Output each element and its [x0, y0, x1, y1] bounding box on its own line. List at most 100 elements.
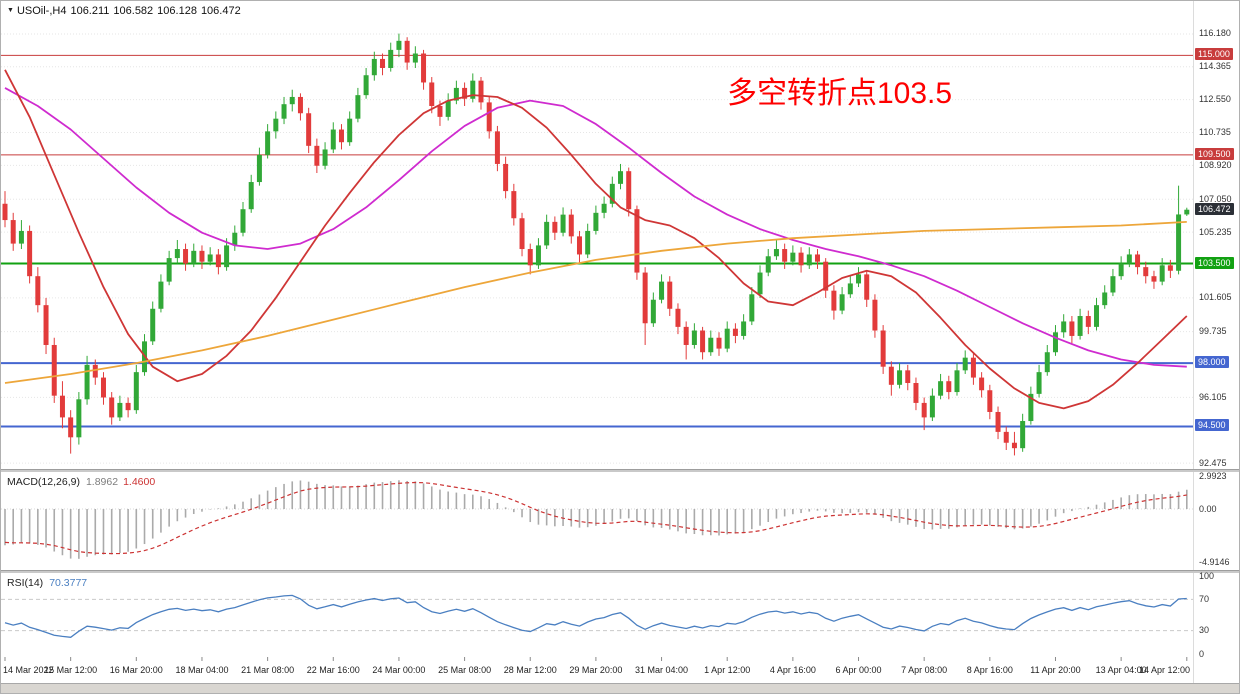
candle-body: [806, 254, 812, 266]
candle-body: [921, 402, 927, 418]
candle-body: [158, 281, 164, 309]
rsi-value: 70.3777: [49, 577, 88, 589]
price-axis[interactable]: 116.180 114.365 112.550 110.735 108.920 107.0…: [1193, 1, 1239, 683]
candle-body: [59, 395, 65, 418]
candle-body: [347, 118, 353, 143]
price-axis-label: 96.105: [1199, 391, 1227, 402]
symbol-timeframe-label: USOil-,H4: [16, 5, 67, 17]
candle-body: [92, 364, 98, 378]
rsi-name: RSI(14): [7, 577, 44, 589]
candle-body: [560, 214, 566, 233]
main-price-chart[interactable]: [1, 1, 1240, 469]
macd-name: MACD(12,26,9): [7, 476, 80, 488]
candle-body: [519, 218, 525, 250]
rsi-chart[interactable]: [1, 573, 1240, 657]
candle-body: [839, 294, 845, 311]
candle-body: [708, 337, 714, 353]
candle-body: [732, 328, 738, 336]
macd-axis-label: 0.00: [1199, 503, 1217, 514]
time-axis-label: 18 Mar 04:00: [175, 665, 228, 675]
candle-body: [109, 397, 115, 418]
ma-orange-line: [4, 221, 1187, 384]
time-axis-label: 7 Apr 08:00: [901, 665, 947, 675]
candle-body: [1118, 263, 1124, 277]
macd-chart[interactable]: [1, 472, 1240, 570]
ma-red-line: [4, 69, 1188, 410]
candle-body: [207, 254, 213, 262]
panel-splitter[interactable]: [1, 570, 1239, 573]
chart-annotation-text: 多空转折点103.5: [727, 77, 953, 110]
macd-main-value: 1.8962: [85, 476, 119, 488]
price-axis-label: 110.735: [1199, 127, 1231, 138]
candle-body: [314, 145, 320, 166]
price-level-badge: 98.000: [1195, 356, 1229, 369]
candle-body: [954, 370, 960, 393]
candle-body: [338, 129, 344, 143]
panel-splitter[interactable]: [1, 469, 1239, 472]
price-level-badge: 103.500: [1195, 256, 1234, 269]
price-level-badge: 109.500: [1195, 147, 1234, 160]
candle-body: [10, 220, 16, 244]
time-axis-label: 6 Apr 00:00: [835, 665, 881, 675]
candle-body: [478, 80, 484, 103]
time-axis-label: 24 Mar 00:00: [372, 665, 425, 675]
candle-body: [724, 328, 730, 349]
candle-body: [51, 344, 57, 396]
candle-body: [68, 417, 74, 438]
candle-body: [757, 272, 763, 295]
candle-body: [503, 163, 509, 192]
candle-body: [765, 256, 771, 273]
candle-body: [396, 40, 402, 50]
candle-body: [790, 252, 796, 262]
candle-body: [535, 245, 541, 266]
candle-body: [552, 221, 558, 233]
candle-body: [215, 254, 221, 268]
candle-body: [691, 330, 697, 345]
candle-body: [76, 399, 82, 438]
candle-body: [527, 249, 533, 266]
price-axis-label: 108.920: [1199, 159, 1232, 170]
candle-body: [429, 82, 435, 107]
candle-body: [306, 113, 312, 146]
candle-body: [568, 214, 574, 237]
axis-separator: [1193, 1, 1194, 683]
candle-body: [741, 321, 747, 336]
candle-body: [166, 258, 172, 282]
candle-body: [683, 326, 689, 345]
price-level-badge: 94.500: [1195, 419, 1229, 432]
rsi-axis-label: 0: [1199, 648, 1205, 659]
time-axis-label: 28 Mar 12:00: [504, 665, 557, 675]
candle-body: [1176, 214, 1182, 271]
candle-body: [1085, 316, 1091, 327]
candle-body: [700, 330, 706, 353]
candle-body: [35, 276, 41, 306]
candle-body: [618, 171, 624, 184]
candle-body: [453, 87, 459, 101]
candle-body: [847, 283, 853, 295]
candle-body: [888, 366, 894, 385]
candle-body: [1151, 276, 1157, 282]
price-level-badge: 115.000: [1195, 48, 1233, 61]
macd-label: MACD(12,26,9) 1.8962 1.4600: [7, 476, 155, 488]
candle-body: [749, 294, 755, 322]
candle-body: [913, 383, 919, 403]
candle-body: [872, 299, 878, 331]
candle-body: [199, 250, 205, 262]
candle-body: [938, 381, 944, 396]
scrollbar-area[interactable]: [1, 683, 1239, 693]
candle-body: [27, 230, 33, 277]
candle-body: [995, 411, 1001, 432]
time-axis-label: 14 Mar 2022: [3, 665, 54, 675]
candle-body: [1143, 267, 1149, 277]
candle-body: [1094, 305, 1100, 327]
candle-body: [897, 370, 903, 385]
candle-body: [601, 203, 607, 213]
candle-body: [330, 129, 336, 150]
time-axis-label: 11 Apr 20:00: [1030, 665, 1080, 675]
candle-body: [626, 171, 632, 210]
candle-body: [224, 245, 230, 268]
candle-body: [322, 149, 328, 166]
time-axis-label: 1 Apr 12:00: [704, 665, 750, 675]
candle-body: [773, 249, 779, 257]
